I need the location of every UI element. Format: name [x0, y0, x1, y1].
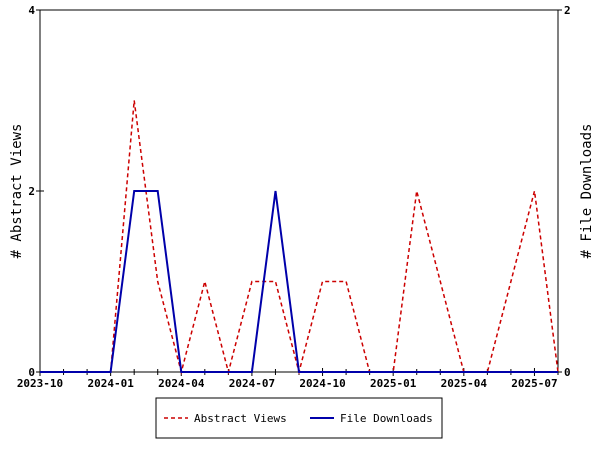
- x-tick-label: 2023-10: [17, 377, 63, 390]
- x-tick-label: 2025-01: [370, 377, 417, 390]
- x-tick-label: 2025-07: [511, 377, 557, 390]
- y-left-tick-label: 2: [28, 185, 35, 198]
- x-tick-label: 2024-01: [87, 377, 134, 390]
- x-tick-label: 2025-04: [441, 377, 488, 390]
- axis-tick-labels: 2023-10 2024-01 2024-04 2024-07 2024-10 2025-…: [17, 4, 571, 390]
- legend-box: [155, 397, 443, 439]
- legend: Abstract Views File Downloads: [155, 397, 443, 439]
- y-left-tick-label: 0: [28, 366, 35, 379]
- y-axis-left-title: # Abstract Views: [9, 124, 25, 259]
- y-axis-right-title: # File Downloads: [579, 124, 595, 259]
- x-tick-label: 2024-07: [229, 377, 275, 390]
- legend-label: Abstract Views: [194, 412, 287, 425]
- x-tick-label: 2024-10: [299, 377, 345, 390]
- y-right-tick-label: 0: [564, 366, 571, 379]
- y-left-tick-label: 4: [28, 4, 35, 17]
- x-tick-label: 2024-04: [158, 377, 205, 390]
- series-line-abstract-views: [40, 100, 559, 375]
- y-right-tick-label: 2: [564, 4, 571, 17]
- legend-label: File Downloads: [340, 412, 433, 425]
- series-lines: [40, 100, 559, 375]
- series-line-file-downloads: [40, 190, 558, 373]
